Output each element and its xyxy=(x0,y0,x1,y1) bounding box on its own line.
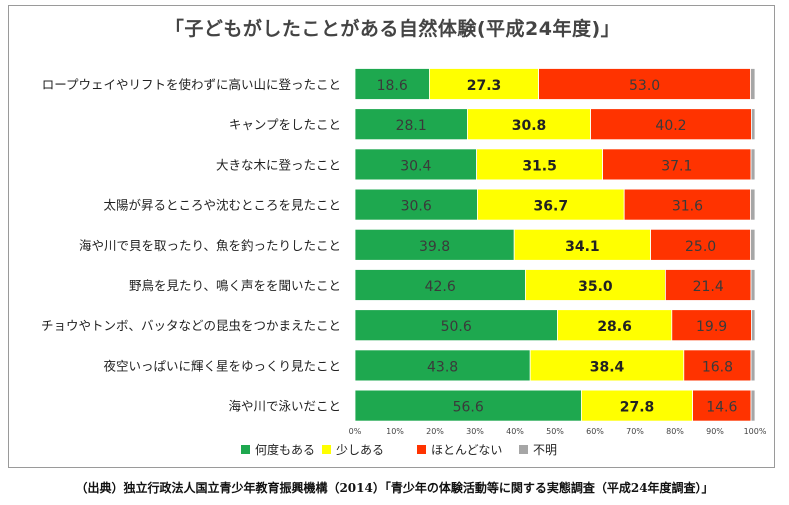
x-tick-label: 60% xyxy=(586,427,604,436)
bar-segment xyxy=(665,269,752,301)
category-label: ロープウェイやリフトを使わずに高い山に登ったこと xyxy=(42,77,341,92)
x-tick-label: 100% xyxy=(744,427,767,436)
data-label: 27.3 xyxy=(467,78,502,94)
data-label: 42.6 xyxy=(425,279,456,295)
data-label: 37.1 xyxy=(661,158,692,174)
data-label: 40.2 xyxy=(655,118,686,134)
data-label: 30.4 xyxy=(400,158,431,174)
data-label: 16.8 xyxy=(702,359,733,375)
category-label: 野鳥を見たり、鳴く声をを聞いたこと xyxy=(129,278,341,293)
data-label: 53.0 xyxy=(629,78,660,94)
legend-swatch xyxy=(417,445,426,454)
chart-frame: 「子どもがしたことがある自然体験(平成24年度)」 ロープウェイやリフトを使わず… xyxy=(8,5,775,468)
data-label: 28.6 xyxy=(597,319,632,335)
bar-segment xyxy=(354,188,478,221)
data-label: 34.1 xyxy=(565,239,600,255)
data-label: 50.6 xyxy=(441,319,472,335)
bar-segment xyxy=(683,349,752,382)
data-label: 25.0 xyxy=(685,239,716,255)
category-label: 夜空いっぱいに輝く星をゆっくり見たこと xyxy=(103,358,341,373)
bar-segment xyxy=(623,188,752,221)
stacked-bar-chart: ロープウェイやリフトを使わずに高い山に登ったこと 18.6 27.3 53.0 キャンプ… xyxy=(41,68,767,457)
data-label: 43.8 xyxy=(427,359,458,375)
data-label: 21.4 xyxy=(693,279,724,295)
legend-swatch xyxy=(241,445,250,454)
legend-label: 不明 xyxy=(533,443,557,457)
bar-segment xyxy=(354,309,558,342)
bar-segment xyxy=(428,68,539,100)
legend-label: 何度もある xyxy=(255,442,315,457)
data-label: 31.5 xyxy=(522,158,557,174)
bar-segment xyxy=(602,148,752,181)
x-tick-label: 90% xyxy=(706,427,724,436)
x-tick-label: 70% xyxy=(626,427,644,436)
x-tick-label: 50% xyxy=(546,427,564,436)
bar-segment xyxy=(750,148,756,181)
chart-title: 「子どもがしたことがある自然体験(平成24年度)」 xyxy=(164,18,621,40)
bar-segment xyxy=(692,389,752,422)
bar-segment xyxy=(476,188,625,221)
x-tick-label: 80% xyxy=(666,427,684,436)
bar-segment xyxy=(466,108,591,141)
bar-segment xyxy=(750,269,756,301)
x-tick-label: 30% xyxy=(466,427,484,436)
x-tick-label: 40% xyxy=(506,427,524,436)
bar-segment xyxy=(650,228,751,261)
data-label: 38.4 xyxy=(590,359,625,375)
category-label: 海や川で泳いだこと xyxy=(228,399,341,414)
bar-segment xyxy=(750,349,756,382)
category-label: チョウやトンボ、バッタなどの昆虫をつかまえたこと xyxy=(41,318,341,333)
data-label: 30.6 xyxy=(401,199,432,215)
data-label: 19.9 xyxy=(696,319,727,335)
data-label: 56.6 xyxy=(453,400,484,416)
x-tick-label: 0% xyxy=(349,427,362,436)
source-note: （出典）独立行政法人国立青少年教育振興機構（2014）「青少年の体験活動等に関す… xyxy=(75,481,714,495)
data-label: 14.6 xyxy=(706,400,737,416)
bar-segment xyxy=(513,228,652,261)
bar-segment xyxy=(476,148,604,181)
category-label: 海や川で貝を取ったり、魚を釣ったりしたこと xyxy=(79,238,341,253)
bar-segment xyxy=(354,148,477,181)
data-label: 30.8 xyxy=(512,118,547,134)
x-tick-label: 10% xyxy=(386,427,404,436)
legend-label: 少しある xyxy=(336,443,384,457)
x-tick-label: 20% xyxy=(426,427,444,436)
bar-segment xyxy=(354,389,582,422)
bar-segment xyxy=(750,68,756,100)
data-label: 27.8 xyxy=(620,400,655,416)
bar-segment xyxy=(751,108,756,141)
data-label: 35.0 xyxy=(578,279,613,295)
legend-swatch xyxy=(322,445,331,454)
category-label: キャンプをしたこと xyxy=(229,117,341,132)
data-label: 18.6 xyxy=(377,78,408,94)
category-label: 大きな木に登ったこと xyxy=(216,157,341,172)
bar-segment xyxy=(354,349,531,382)
data-label: 28.1 xyxy=(396,118,427,134)
legend-label: ほとんどない xyxy=(431,443,502,457)
data-label: 39.8 xyxy=(419,239,450,255)
bar-segment xyxy=(590,108,752,141)
category-label: 太陽が昇るところや沈むところを見たこと xyxy=(103,198,341,213)
data-label: 31.6 xyxy=(672,199,703,215)
bar-segment xyxy=(751,309,756,342)
data-label: 36.7 xyxy=(534,199,569,215)
bar-segment xyxy=(354,228,515,261)
bar-segment xyxy=(750,389,756,422)
bar-segment xyxy=(750,228,756,261)
bar-segment xyxy=(750,188,756,221)
legend-swatch xyxy=(519,445,528,454)
